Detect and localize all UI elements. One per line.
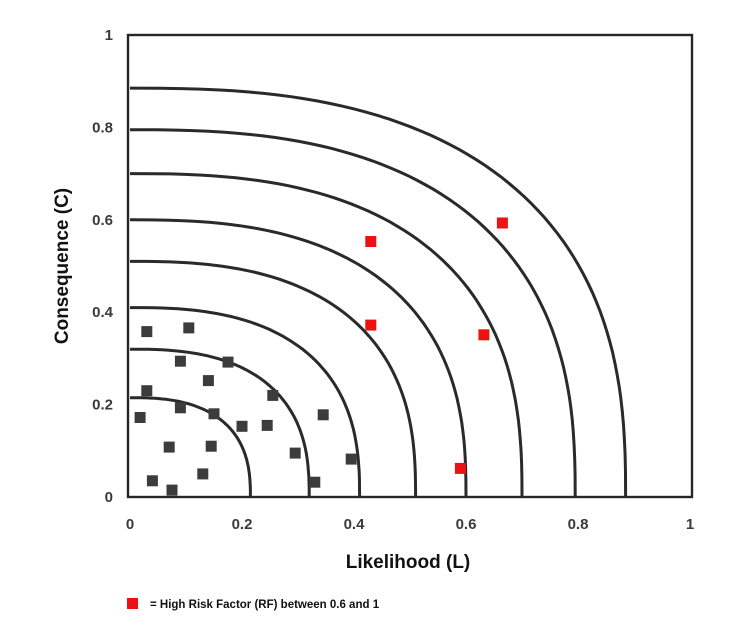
y-axis-label: Consequence (C) (52, 188, 73, 344)
iso-risk-curve-5 (129, 218, 468, 498)
low-risk-point-7 (267, 389, 279, 401)
iso-risk-curve-8 (129, 86, 628, 498)
low-risk-point-16 (289, 447, 301, 459)
iso-risk-curve-1 (130, 396, 252, 497)
iso-risk-curve-6 (129, 172, 524, 498)
data-points (134, 217, 508, 496)
low-risk-point-4 (222, 356, 234, 368)
y-tick-label: 0.2 (92, 397, 113, 414)
low-risk-point-9 (208, 408, 220, 420)
x-tick-label: 1 (686, 516, 694, 533)
plot-frame (126, 33, 694, 499)
low-risk-point-3 (174, 355, 186, 367)
low-risk-point-13 (261, 419, 273, 431)
x-tick-label: 0.6 (456, 516, 477, 533)
low-risk-point-15 (163, 441, 175, 453)
high-risk-point-3 (365, 319, 377, 331)
y-axis-ticks: 0 0.2 0.4 0.6 0.8 1 (92, 27, 114, 506)
legend: = High Risk Factor (RF) between 0.6 and … (127, 598, 380, 611)
x-axis-ticks: 0 0.2 0.4 0.6 0.8 1 (126, 516, 694, 533)
x-tick-label: 0 (126, 516, 134, 533)
legend-label-high-risk: = High Risk Factor (RF) between 0.6 and … (150, 599, 380, 611)
x-axis-label: Likelihood (L) (346, 552, 471, 573)
low-risk-point-10 (317, 409, 329, 421)
high-risk-point-4 (478, 329, 490, 341)
low-risk-point-21 (166, 484, 178, 496)
low-risk-point-12 (236, 420, 248, 432)
low-risk-point-20 (309, 476, 321, 488)
low-risk-point-2 (183, 322, 195, 334)
low-risk-point-11 (134, 412, 146, 423)
iso-risk-curves (129, 86, 628, 498)
y-tick-label: 0.6 (92, 212, 113, 229)
low-risk-point-1 (141, 326, 153, 338)
high-risk-point-2 (496, 217, 508, 229)
low-risk-point-19 (146, 475, 158, 487)
high-risk-point-1 (365, 236, 377, 247)
low-risk-point-18 (197, 468, 209, 480)
legend-swatch-high-risk (127, 598, 138, 609)
x-tick-label: 0.2 (232, 516, 253, 533)
high-risk-point-5 (454, 462, 466, 474)
y-tick-label: 1 (105, 27, 113, 44)
iso-risk-curve-7 (129, 128, 577, 498)
y-tick-label: 0.4 (92, 304, 114, 321)
y-tick-label: 0.8 (92, 119, 113, 136)
low-risk-point-17 (345, 453, 357, 465)
x-tick-label: 0.4 (344, 516, 366, 533)
iso-risk-curve-4 (130, 259, 418, 498)
low-risk-point-14 (205, 440, 217, 452)
x-tick-label: 0.8 (568, 516, 589, 533)
low-risk-point-5 (202, 375, 214, 387)
iso-risk-curve-3 (130, 306, 362, 498)
low-risk-point-6 (141, 385, 153, 397)
low-risk-point-8 (174, 402, 186, 414)
iso-risk-curve-2 (130, 347, 311, 497)
y-tick-label: 0 (105, 489, 113, 506)
